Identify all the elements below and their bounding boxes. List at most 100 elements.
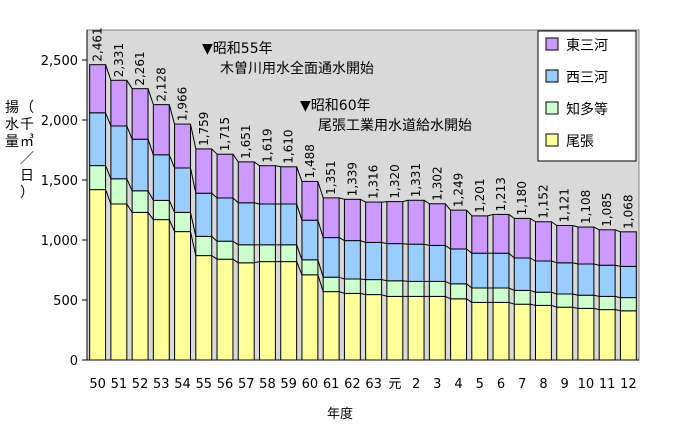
series-connector	[615, 309, 621, 312]
series-connector	[232, 197, 239, 204]
series-connector	[402, 280, 409, 282]
bar-segment-西三河-62	[343, 240, 361, 280]
bar-segment-西三河-9	[556, 262, 574, 295]
total-label-60: 1,488	[303, 144, 317, 178]
series-connector	[508, 301, 515, 305]
series-connector	[296, 166, 303, 182]
series-connector	[190, 212, 197, 237]
bar-segment-尾張-52	[131, 211, 149, 361]
x-tick-label-55: 55	[195, 377, 212, 392]
series-connector	[296, 261, 303, 275]
annotation-1: ▼昭和55年 木曽川用水全面通水開始	[202, 41, 374, 77]
total-label-62: 1,339	[345, 162, 359, 196]
bar-segment-尾張-10	[577, 307, 595, 361]
bar-segment-東三河-12	[619, 231, 637, 267]
bar-segment-尾張-9	[556, 306, 574, 361]
bar-segment-尾張-8	[535, 304, 552, 361]
bar-segment-西三河-56	[216, 197, 234, 242]
bar-segment-知多等-56	[216, 240, 234, 260]
series-connector	[487, 213, 494, 217]
x-tick-label-9: 9	[561, 377, 569, 392]
bar-segment-西三河-61	[322, 237, 340, 278]
y-axis-title-char: ）	[20, 185, 34, 201]
total-label-59: 1,610	[282, 129, 296, 163]
series-connector	[445, 295, 451, 300]
bar-segment-知多等-61	[322, 276, 340, 293]
bar-segment-東三河-3	[428, 203, 446, 246]
annotation-2-marker: ▼	[300, 98, 311, 114]
x-tick-label-53: 53	[153, 377, 170, 392]
series-connector	[615, 264, 621, 267]
series-connector	[168, 200, 176, 213]
bar-segment-知多等-51	[110, 178, 128, 205]
x-tick-label-元: 元	[388, 377, 401, 392]
bar-segment-西三河-51	[110, 125, 128, 180]
series-connector	[317, 181, 324, 199]
bar-segment-知多等-62	[343, 278, 361, 294]
bar-segment-西三河-5	[471, 252, 489, 289]
series-connector	[466, 298, 473, 303]
x-tick-label-50: 50	[89, 377, 106, 392]
y-axis-title-char: 千	[20, 117, 34, 133]
bar-segment-尾張-50	[89, 189, 107, 361]
bar-segment-尾張-58	[259, 261, 276, 361]
bar-segment-尾張-3	[428, 295, 446, 361]
series-connector	[338, 291, 345, 294]
x-tick-label-58: 58	[259, 377, 276, 392]
bar-segment-西三河-52	[131, 138, 149, 192]
series-connector	[444, 244, 451, 250]
bar-segment-尾張-54	[174, 231, 192, 361]
series-connector	[572, 293, 579, 296]
series-connector	[466, 248, 473, 254]
series-connector	[126, 125, 133, 140]
bar-segment-知多等-57	[237, 244, 255, 264]
bar-segment-知多等-8	[535, 291, 552, 306]
series-connector	[508, 252, 515, 259]
series-connector	[338, 197, 345, 200]
total-label-2: 1,331	[409, 163, 423, 197]
bar-segment-西三河-57	[237, 202, 255, 246]
x-tick-label-2: 2	[412, 377, 420, 392]
series-connector	[423, 243, 430, 246]
bars-layer	[89, 64, 637, 361]
series-connector	[317, 220, 324, 238]
bar-segment-東三河-9	[556, 224, 574, 264]
series-connector	[572, 262, 579, 265]
bar-segment-知多等-2	[407, 280, 425, 297]
y-axis-title-char: 日	[20, 168, 34, 184]
bar-segment-尾張-55	[195, 255, 213, 361]
bar-segment-東三河-62	[343, 198, 361, 242]
series-connector	[402, 243, 409, 245]
series-connector	[530, 303, 536, 306]
bar-segment-尾張-11	[598, 309, 616, 361]
bar-segment-尾張-2	[407, 295, 425, 361]
series-connector	[444, 203, 451, 211]
series-connector	[614, 229, 621, 233]
bar-segment-東三河-54	[174, 123, 192, 169]
y-axis-title-char: ／	[20, 151, 34, 167]
bar-segment-知多等-9	[556, 293, 574, 308]
total-label-61: 1,351	[324, 161, 338, 195]
x-tick-label-5: 5	[476, 377, 484, 392]
series-connector	[254, 202, 260, 205]
series-connector	[381, 294, 388, 297]
series-connector	[466, 209, 473, 217]
total-label-3: 1,302	[430, 166, 444, 200]
series-connector	[466, 283, 473, 289]
y-tick-label: 0	[70, 354, 78, 369]
bar-segment-西三河-54	[174, 167, 192, 213]
total-label-6: 1,213	[494, 177, 508, 211]
total-label-5: 1,201	[473, 179, 487, 213]
bar-segment-東三河-4	[450, 209, 467, 250]
bar-segment-西三河-63	[365, 241, 383, 281]
legend-swatch-知多等	[545, 101, 559, 115]
legend-label-西三河: 西三河	[566, 70, 608, 86]
x-tick-label-3: 3	[433, 377, 441, 392]
series-connector	[211, 255, 218, 260]
x-tick-label-6: 6	[497, 377, 505, 392]
series-connector	[508, 214, 515, 219]
series-connector	[147, 139, 154, 155]
bar-segment-尾張-6	[492, 301, 510, 361]
bar-segment-尾張-51	[110, 203, 128, 361]
